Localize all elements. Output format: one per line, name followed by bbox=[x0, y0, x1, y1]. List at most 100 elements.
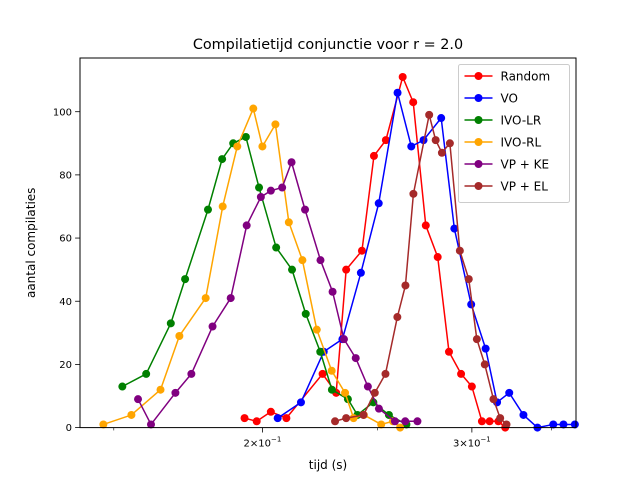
data-point bbox=[437, 114, 446, 123]
legend-label: VO bbox=[501, 92, 518, 106]
data-point bbox=[455, 246, 464, 255]
data-point bbox=[359, 410, 368, 419]
data-point bbox=[298, 256, 307, 265]
data-point bbox=[369, 151, 378, 160]
data-point bbox=[201, 294, 210, 303]
data-point bbox=[505, 388, 514, 397]
data-point bbox=[401, 417, 410, 426]
data-point bbox=[480, 360, 489, 369]
plot-frame bbox=[79, 57, 577, 429]
data-point bbox=[171, 388, 180, 397]
data-point bbox=[218, 155, 227, 164]
x-tick-label: 3×10−1 bbox=[453, 436, 491, 450]
data-point bbox=[356, 268, 365, 277]
data-point bbox=[287, 158, 296, 167]
legend-item: VP + EL bbox=[464, 180, 549, 194]
data-point bbox=[249, 104, 258, 113]
legend-marker bbox=[474, 72, 483, 80]
legend-label: Random bbox=[501, 70, 551, 84]
data-point bbox=[437, 148, 446, 157]
data-point bbox=[409, 189, 418, 198]
data-point bbox=[218, 202, 227, 211]
data-point bbox=[349, 414, 358, 423]
data-point bbox=[477, 417, 486, 426]
data-point bbox=[240, 414, 249, 423]
x-axis-label: tijd (s) bbox=[309, 458, 347, 472]
data-point bbox=[284, 218, 293, 227]
data-point bbox=[433, 253, 442, 262]
data-point bbox=[425, 110, 434, 119]
data-point bbox=[327, 385, 336, 394]
data-point bbox=[351, 354, 360, 363]
series-line bbox=[121, 136, 407, 426]
data-point bbox=[409, 98, 418, 107]
data-point bbox=[390, 417, 399, 426]
data-point bbox=[203, 205, 212, 214]
data-point bbox=[467, 382, 476, 391]
data-point bbox=[282, 414, 291, 423]
data-point bbox=[312, 325, 321, 334]
data-point bbox=[273, 414, 282, 423]
data-point bbox=[549, 420, 558, 429]
data-point bbox=[363, 382, 372, 391]
legend-marker bbox=[474, 138, 483, 146]
data-point bbox=[559, 420, 568, 429]
data-point bbox=[301, 205, 310, 214]
data-point bbox=[339, 335, 348, 344]
data-point bbox=[241, 132, 250, 141]
data-point bbox=[288, 265, 297, 274]
legend-item: IVO-RL bbox=[464, 136, 542, 150]
data-point bbox=[421, 221, 430, 230]
y-axis-label: aantal compilaties bbox=[24, 188, 38, 298]
data-point bbox=[256, 192, 265, 201]
data-point bbox=[272, 243, 281, 252]
data-point bbox=[258, 142, 267, 151]
data-point bbox=[393, 88, 402, 97]
data-point bbox=[175, 331, 184, 340]
data-point bbox=[118, 382, 127, 391]
series-4 bbox=[134, 158, 422, 429]
data-point bbox=[156, 385, 165, 394]
data-point bbox=[393, 313, 402, 322]
chart-title: Compilatietijd conjunctie voor r = 2.0 bbox=[193, 37, 463, 53]
y-tick-label: 40 bbox=[59, 297, 72, 308]
y-axis: 0 20 40 60 80 100 bbox=[53, 107, 80, 434]
data-point bbox=[266, 186, 275, 195]
y-tick-label: 100 bbox=[53, 107, 72, 118]
data-point bbox=[381, 369, 390, 378]
data-point bbox=[370, 388, 379, 397]
series-0 bbox=[240, 72, 510, 432]
data-point bbox=[384, 410, 393, 419]
data-point bbox=[296, 398, 305, 407]
legend-box bbox=[458, 64, 570, 203]
data-point bbox=[226, 294, 235, 303]
data-point bbox=[457, 369, 466, 378]
data-point bbox=[255, 183, 264, 192]
data-point bbox=[489, 395, 498, 404]
data-point bbox=[187, 369, 196, 378]
legend-label: VP + KE bbox=[501, 158, 550, 172]
legend-label: VP + EL bbox=[501, 180, 549, 194]
data-point bbox=[208, 322, 217, 331]
legend-label: IVO-RL bbox=[501, 136, 542, 150]
data-point bbox=[99, 420, 108, 429]
data-point bbox=[147, 420, 155, 429]
x-axis: 2×10−1 3×10−1 bbox=[113, 427, 552, 450]
data-point bbox=[328, 287, 337, 296]
data-point bbox=[374, 199, 383, 208]
data-point bbox=[398, 72, 407, 81]
data-point bbox=[444, 347, 453, 356]
data-point bbox=[318, 369, 327, 378]
legend: Random VO IVO-LR IVO-RL VP + KE VP + EL bbox=[458, 64, 570, 203]
data-point bbox=[331, 417, 340, 426]
data-point bbox=[233, 142, 242, 151]
data-point bbox=[472, 335, 481, 344]
data-point bbox=[127, 410, 136, 419]
data-point bbox=[301, 309, 310, 318]
data-point bbox=[374, 404, 383, 413]
x-tick-label: 2×10−1 bbox=[244, 436, 282, 450]
data-point bbox=[327, 366, 336, 375]
data-point bbox=[134, 395, 143, 404]
legend-item: VO bbox=[464, 92, 518, 106]
